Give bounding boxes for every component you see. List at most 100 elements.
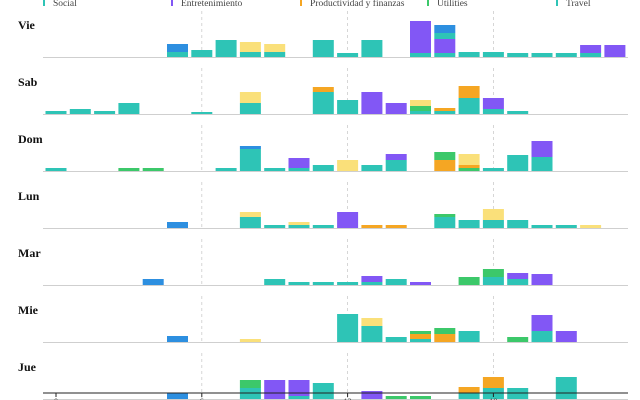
bar-segment-vie-h16-2-social: [434, 33, 456, 39]
bar-sab-h16: [434, 108, 456, 114]
bar-sab-h13: [361, 92, 383, 114]
bar-segment-dom-h12-0-comunicacion: [337, 160, 359, 171]
bar-segment-jue-h10-0-social: [288, 396, 310, 399]
legend-swatch-travel: [556, 0, 558, 6]
day-label-vie: Vie: [18, 18, 36, 32]
bar-mar-h12: [337, 282, 359, 285]
legend-item-travel: Travel: [556, 0, 591, 9]
bar-mie-h13: [361, 318, 383, 342]
bar-segment-vie-h8-0-social: [239, 52, 261, 57]
bar-segment-dom-h8-1-otros: [239, 146, 261, 149]
bar-segment-vie-h12-0-social: [337, 53, 359, 57]
bar-segment-sab-h18-1-entretenimiento: [482, 98, 504, 109]
bar-jue-h13: [361, 391, 383, 399]
bar-segment-sab-h16-0-social: [434, 111, 456, 114]
bar-segment-vie-h6-0-social: [191, 50, 213, 57]
bar-segment-lun-h8-1-comunicacion: [239, 212, 261, 217]
bar-segment-vie-h9-0-social: [264, 52, 286, 57]
bar-segment-dom-h11-0-social: [312, 165, 334, 171]
bar-dom-h16: [434, 152, 456, 171]
legend: Social Entretenimiento Productividad y f…: [43, 0, 591, 9]
bar-segment-sab-h17-1-productividad: [458, 86, 480, 98]
bar-segment-dom-h17-0-utilities: [458, 168, 480, 171]
bar-lun-h9: [264, 225, 286, 228]
bar-segment-sab-h1-0-social: [69, 109, 91, 114]
bar-segment-sab-h8-1-comunicacion: [239, 92, 261, 103]
bar-segment-mie-h20-0-social: [531, 331, 553, 342]
bar-mar-h20: [531, 274, 553, 285]
bar-segment-sab-h15-0-social: [410, 111, 431, 114]
bar-lun-h21: [555, 225, 577, 228]
bar-segment-dom-h17-1-productividad: [458, 165, 480, 168]
bar-segment-mie-h8-0-comunicacion: [239, 339, 261, 342]
legend-swatch-utilities: [427, 0, 429, 6]
bar-segment-dom-h8-0-social: [239, 149, 261, 171]
bar-mar-h17: [458, 277, 480, 285]
bar-lun-h19: [507, 220, 529, 228]
bar-segment-sab-h12-0-social: [337, 100, 359, 114]
bar-jue-h21: [555, 377, 577, 399]
bar-segment-mie-h19-0-utilities: [507, 337, 529, 342]
bar-segment-sab-h18-0-social: [482, 109, 504, 114]
bar-sab-h18: [482, 98, 504, 114]
bar-vie-h21: [555, 53, 577, 57]
bar-segment-sab-h15-2-comunicacion: [410, 100, 431, 106]
bar-segment-lun-h10-1-comunicacion: [288, 222, 310, 225]
bar-segment-dom-h10-1-entretenimiento: [288, 158, 310, 168]
bar-vie-h13: [361, 40, 383, 57]
bar-segment-dom-h0-0-social: [45, 168, 67, 171]
bar-segment-dom-h16-1-utilities: [434, 152, 456, 160]
bar-vie-h9: [264, 44, 286, 57]
bar-vie-h22: [580, 45, 602, 57]
bar-sab-h0: [45, 111, 67, 114]
bar-segment-jue-h8-1-utilities: [239, 380, 261, 388]
bar-segment-mie-h15-1-productividad: [410, 334, 431, 339]
bar-segment-lun-h11-0-social: [312, 225, 334, 228]
legend-label-social: Social: [53, 0, 77, 9]
bar-segment-jue-h13-0-entretenimiento: [361, 391, 383, 399]
bar-segment-lun-h18-0-social: [482, 220, 504, 228]
bar-mie-h5: [167, 336, 188, 342]
bar-segment-vie-h16-1-entretenimiento: [434, 39, 456, 53]
day-row-mie: Mie: [18, 296, 628, 343]
bar-segment-lun-h20-0-social: [531, 225, 553, 228]
bar-segment-lun-h10-0-social: [288, 225, 310, 228]
bar-segment-sab-h16-1-productividad: [434, 108, 456, 111]
bar-dom-h8: [239, 146, 261, 171]
bar-segment-mie-h16-1-utilities: [434, 328, 456, 334]
bar-dom-h11: [312, 165, 334, 171]
bar-segment-dom-h13-0-social: [361, 165, 383, 171]
bar-dom-h14: [385, 154, 407, 171]
bar-segment-mie-h16-0-productividad: [434, 334, 456, 342]
bar-lun-h17: [458, 220, 480, 228]
x-axis: 0 6 12 18: [43, 392, 628, 400]
bar-segment-mar-h14-0-social: [385, 279, 407, 285]
bar-segment-vie-h15-1-entretenimiento: [410, 21, 431, 53]
bar-sab-h19: [507, 111, 529, 114]
bar-segment-mie-h15-0-social: [410, 339, 431, 342]
bar-sab-h11: [312, 87, 334, 114]
day-row-lun: Lun: [18, 182, 628, 229]
bar-vie-h16: [434, 25, 456, 57]
bar-vie-h5: [167, 44, 188, 57]
bar-vie-h6: [191, 50, 213, 57]
bar-dom-h12: [337, 160, 359, 171]
bar-segment-jue-h14-0-utilities: [385, 396, 407, 399]
bar-mie-h17: [458, 331, 480, 342]
bar-jue-h8: [239, 380, 261, 399]
bar-sab-h3: [118, 103, 140, 114]
legend-swatch-entretenimiento: [171, 0, 173, 6]
bar-mar-h11: [312, 282, 334, 285]
bar-segment-dom-h20-1-entretenimiento: [531, 141, 553, 157]
bar-lun-h13: [361, 225, 383, 228]
bar-segment-vie-h21-0-social: [555, 53, 577, 57]
bar-jue-h10: [288, 380, 310, 399]
bar-segment-sab-h15-1-utilities: [410, 106, 431, 111]
bar-lun-h12: [337, 212, 359, 228]
bar-dom-h7: [215, 168, 237, 171]
bar-dom-h13: [361, 165, 383, 171]
bar-segment-lun-h19-0-social: [507, 220, 529, 228]
bar-segment-dom-h7-0-social: [215, 168, 237, 171]
bar-segment-vie-h7-0-social: [215, 40, 237, 57]
bar-segment-jue-h11-0-social: [312, 383, 334, 399]
